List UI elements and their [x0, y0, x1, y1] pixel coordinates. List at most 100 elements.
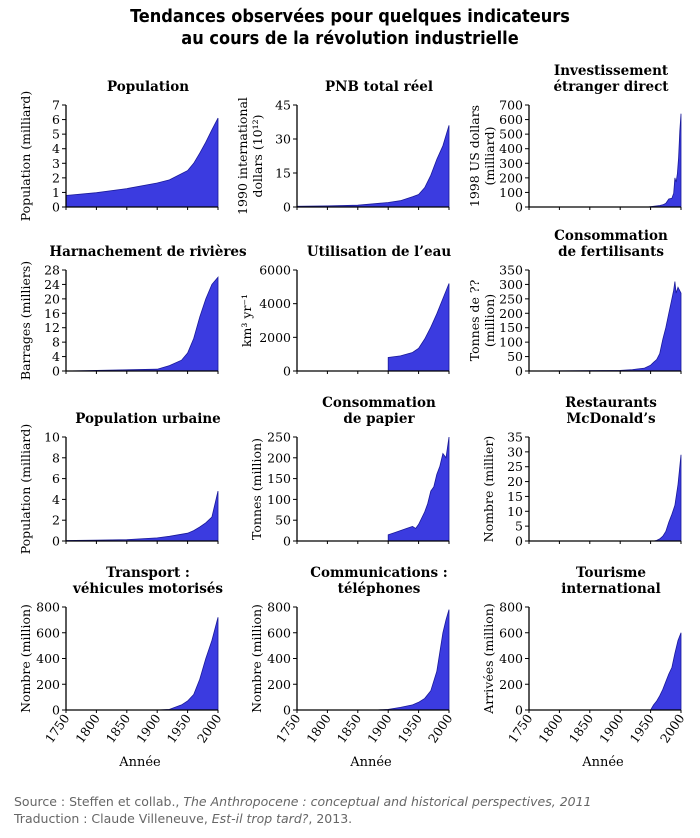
y-tick-label: 20 — [507, 474, 523, 489]
y-tick-label: 0 — [52, 200, 60, 215]
y-tick-label: 2000 — [259, 330, 291, 345]
y-axis-label-line-1: 1998 US dollars — [467, 105, 482, 207]
translation-year: , 2013. — [308, 811, 353, 826]
y-tick-label: 5 — [52, 127, 60, 142]
y-tick-label: 150 — [499, 320, 523, 335]
area-series — [387, 283, 450, 372]
y-tick-label: 15 — [275, 166, 291, 181]
y-axis-label-line-1: Tonnes de ?? — [467, 279, 482, 361]
panel-title-line-2: McDonald’s — [566, 411, 656, 427]
panel-title-line-2: de papier — [343, 411, 415, 427]
area-series — [529, 454, 682, 542]
y-tick-label: 0 — [283, 364, 291, 379]
x-tick-label: 2000 — [425, 711, 456, 746]
area-series — [528, 281, 682, 372]
y-tick-label: 2 — [52, 513, 60, 528]
y-tick-label: 3 — [52, 156, 60, 171]
y-axis-label-line-1: Nombre (million) — [249, 604, 264, 713]
x-tick-label: 1800 — [535, 711, 566, 746]
panel-title-line-1: Communications : — [310, 565, 448, 581]
translation-prefix: Traduction : Claude Villeneuve, — [14, 811, 212, 826]
y-tick-label: 0 — [283, 200, 291, 215]
y-tick-label: 6 — [52, 471, 60, 486]
panel-title-line-2: téléphones — [338, 581, 421, 597]
y-tick-label: 800 — [267, 600, 291, 615]
y-tick-label: 500 — [499, 127, 523, 142]
y-tick-label: 200 — [36, 677, 60, 692]
y-tick-label: 12 — [44, 320, 60, 335]
chart-panel-12: 0 200 400 600 800 1750 1800 1850 1900 1950 2000 Ann… — [481, 565, 687, 770]
y-tick-label: 28 — [44, 263, 60, 278]
y-tick-label: 100 — [267, 492, 291, 507]
y-tick-label: 150 — [267, 471, 291, 486]
y-tick-label: 700 — [499, 98, 523, 113]
y-tick-label: 300 — [499, 277, 523, 292]
area-series — [65, 117, 219, 208]
chart-panel-7: 0 2 4 6 8 10 Population urbaine Population (mil… — [18, 411, 221, 554]
source-prefix: Source : Steffen et collab., — [14, 794, 184, 809]
x-axis-label: Année — [118, 755, 161, 770]
x-axis-label: Année — [349, 755, 392, 770]
panel-title-line-1: Tourisme — [576, 565, 646, 581]
y-tick-label: 4000 — [259, 296, 291, 311]
y-tick-label: 800 — [36, 600, 60, 615]
translation-work-title: Est-il trop tard? — [211, 811, 309, 826]
y-tick-label: 4 — [52, 349, 60, 364]
y-tick-label: 1 — [52, 185, 60, 200]
panel-title-line-2: de fertilisants — [558, 244, 664, 260]
x-tick-label: 1950 — [164, 711, 195, 746]
x-tick-label: 1850 — [334, 711, 365, 746]
y-tick-label: 5 — [515, 519, 523, 534]
y-tick-label: 250 — [267, 430, 291, 445]
y-tick-label: 0 — [515, 200, 523, 215]
y-tick-label: 8 — [52, 450, 60, 465]
panel-title-line-1: Harnachement de rivières — [49, 244, 247, 260]
source-work-title: The Anthropocene : conceptual and histor… — [183, 794, 592, 809]
x-tick-label: 1900 — [596, 711, 627, 746]
panel-title-line-1: Restaurants — [565, 395, 657, 411]
y-tick-label: 6000 — [259, 263, 291, 278]
source-line-1: Source : Steffen et collab., The Anthrop… — [14, 793, 694, 810]
y-tick-label: 4 — [52, 141, 60, 156]
x-tick-label: 2000 — [657, 711, 688, 746]
y-tick-label: 50 — [507, 349, 523, 364]
y-tick-label: 0 — [283, 703, 291, 718]
y-tick-label: 200 — [499, 170, 523, 185]
area-series — [66, 617, 219, 711]
panel-title-line-2: véhicules motorisés — [72, 581, 223, 597]
y-tick-label: 600 — [499, 625, 523, 640]
x-tick-label: 1850 — [566, 711, 597, 746]
source-note: Source : Steffen et collab., The Anthrop… — [14, 793, 694, 827]
x-tick-label: 1950 — [627, 711, 658, 746]
y-tick-label: 45 — [275, 98, 291, 113]
x-tick-label: 1750 — [505, 711, 536, 746]
x-tick-label: 2000 — [194, 711, 225, 746]
y-axis-label-line-1: Tonnes (million) — [249, 438, 264, 540]
x-axis-label: Année — [581, 755, 624, 770]
y-tick-label: 15 — [507, 489, 523, 504]
y-tick-label: 50 — [275, 513, 291, 528]
x-tick-label: 1800 — [72, 711, 103, 746]
y-tick-label: 0 — [52, 364, 60, 379]
y-tick-label: 200 — [267, 450, 291, 465]
area-series — [296, 125, 450, 208]
y-tick-label: 30 — [507, 444, 523, 459]
y-tick-label: 2 — [52, 170, 60, 185]
x-tick-label: 1800 — [303, 711, 334, 746]
y-tick-label: 200 — [499, 677, 523, 692]
area-series — [529, 632, 682, 711]
panel-title-line-2: étranger direct — [553, 79, 669, 95]
y-tick-label: 10 — [44, 430, 60, 445]
x-tick-label: 1900 — [364, 711, 395, 746]
y-tick-label: 200 — [267, 677, 291, 692]
y-tick-label: 100 — [499, 335, 523, 350]
y-tick-label: 600 — [267, 625, 291, 640]
x-tick-label: 1950 — [395, 711, 426, 746]
y-axis-label-line-2: (million) — [482, 294, 497, 347]
y-tick-label: 200 — [499, 306, 523, 321]
